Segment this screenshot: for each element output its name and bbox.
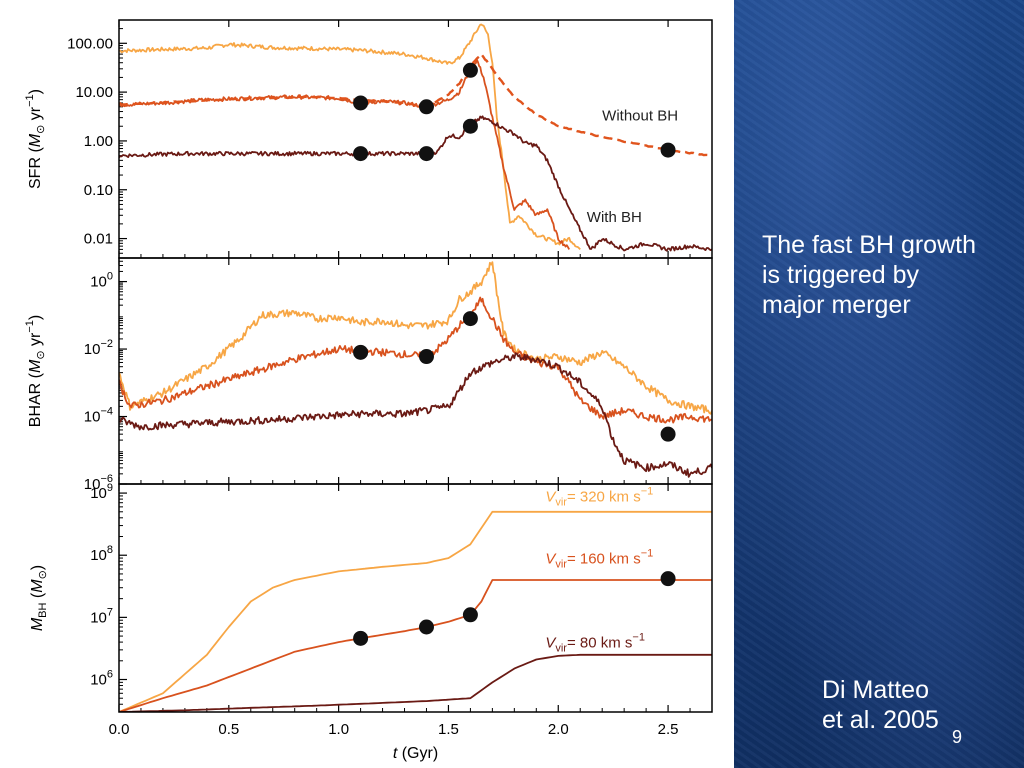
data-marker [353, 95, 369, 111]
series-line-v320 [119, 261, 712, 415]
chart-svg: 0.01 0.10 1.00 10.00 100.00 SFR (M⊙ yr−1) With… [24, 19, 713, 762]
data-marker [660, 426, 676, 442]
caption-line: The fast BH growth [762, 231, 976, 259]
series-line-v80 [119, 352, 712, 478]
series-annotation: Vvir= 320 km s−1 [545, 485, 653, 508]
y-axis-label: MBH (M⊙) [29, 565, 49, 631]
series-line-without_bh [119, 53, 712, 157]
y-tick-label: 10.00 [75, 84, 113, 101]
series-annotation: Vvir= 160 km s−1 [545, 548, 653, 571]
y-axis-label: BHAR (M⊙ yr−1) [24, 315, 47, 427]
x-tick-label: 1.5 [438, 721, 459, 738]
y-tick-label: 0.01 [84, 231, 113, 248]
data-marker [462, 311, 478, 327]
data-marker [660, 142, 676, 158]
y-axis-label: SFR (M⊙ yr−1) [24, 89, 47, 189]
slide-side-panel: The fast BH growth is triggered by major… [734, 0, 1024, 768]
citation-line: et al. 2005 [822, 706, 939, 734]
series-line-v320 [119, 23, 581, 251]
y-tick-label: 10−4 [84, 406, 113, 426]
caption-line: major merger [762, 291, 911, 319]
series-line-v320 [119, 510, 712, 712]
data-marker [353, 146, 369, 162]
data-marker [353, 344, 369, 360]
data-marker [418, 349, 434, 365]
x-tick-label: 1.0 [328, 721, 349, 738]
x-axis-label: t (Gyr) [393, 745, 438, 762]
y-tick-label: 108 [90, 544, 113, 564]
y-tick-label: 100.00 [67, 35, 113, 52]
y-tick-label: 0.10 [84, 182, 113, 199]
caption-line: is triggered by [762, 261, 920, 289]
x-tick-label: 0.0 [109, 721, 130, 738]
panel-frame [118, 257, 713, 485]
series-line-v80 [119, 653, 712, 712]
data-marker [418, 146, 434, 162]
series-line-v160 [119, 296, 712, 424]
series-group [119, 261, 712, 478]
series-line-v80 [119, 115, 712, 252]
panel-frame [118, 483, 713, 713]
y-tick-label: 10−6 [84, 473, 113, 493]
y-tick-label: 107 [90, 606, 113, 626]
data-marker [418, 99, 434, 115]
data-marker [353, 630, 369, 646]
citation-text: Di Matteo et al. 2005 [822, 675, 939, 735]
series-annotation: With BH [587, 209, 642, 226]
x-tick-label: 2.0 [548, 721, 569, 738]
x-tick-label: 0.5 [218, 721, 239, 738]
series-annotation: Without BH [602, 108, 678, 125]
citation-line: Di Matteo [822, 676, 929, 704]
data-marker [418, 619, 434, 635]
y-tick-label: 106 [90, 669, 113, 689]
data-marker [462, 607, 478, 623]
y-tick-label: 109 [90, 482, 113, 502]
x-tick-label: 2.5 [658, 721, 679, 738]
data-marker [462, 62, 478, 78]
series-annotation: Vvir= 80 km s−1 [545, 631, 645, 654]
y-tick-label: 1.00 [84, 133, 113, 150]
data-marker [660, 571, 676, 587]
caption-text: The fast BH growth is triggered by major… [762, 230, 1017, 320]
y-tick-label: 100 [90, 271, 113, 291]
y-tick-label: 10−2 [84, 338, 113, 358]
slide-number: 9 [952, 727, 963, 747]
data-marker [462, 118, 478, 134]
series-group [119, 510, 712, 712]
figure-panel: 0.01 0.10 1.00 10.00 100.00 SFR (M⊙ yr−1) With… [24, 19, 713, 762]
